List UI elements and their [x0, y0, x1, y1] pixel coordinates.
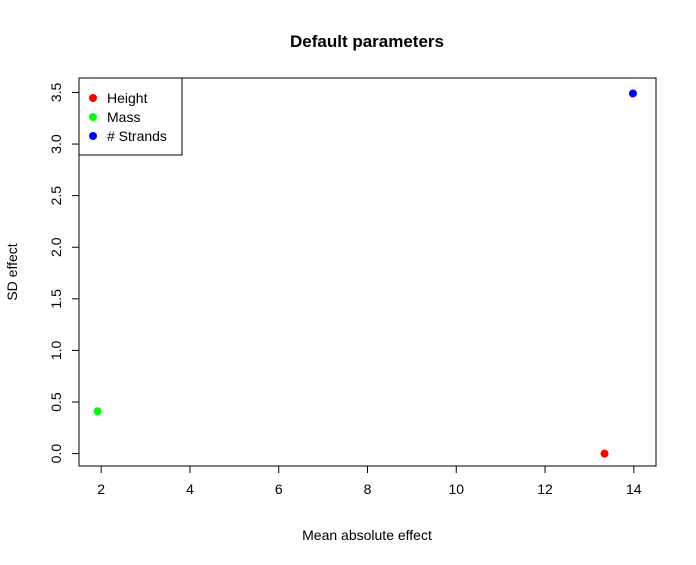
- y-tick-label: 1.0: [48, 340, 64, 360]
- x-tick-label: 8: [364, 481, 372, 497]
- y-axis-label: SD effect: [4, 243, 20, 300]
- y-axis: 0.0 0.5 1.0 1.5 2.0 2.5 3.0 3.5: [48, 83, 80, 464]
- x-axis-label: Mean absolute effect: [302, 527, 432, 543]
- x-tick-label: 4: [186, 481, 194, 497]
- x-tick-label: 2: [97, 481, 105, 497]
- legend-label: Mass: [107, 109, 140, 125]
- data-points: [93, 89, 637, 458]
- y-tick-label: 2.5: [48, 186, 64, 206]
- x-tick-label: 10: [448, 481, 464, 497]
- y-tick-label: 0.5: [48, 392, 64, 412]
- y-tick-label: 0.0: [48, 444, 64, 464]
- y-tick-label: 1.5: [48, 289, 64, 309]
- x-axis: 2 4 6 8 10 12 14: [97, 465, 642, 497]
- y-tick-label: 2.0: [48, 237, 64, 257]
- x-tick-label: 14: [626, 481, 642, 497]
- data-point-2-0: [628, 89, 637, 98]
- x-tick-label: 6: [275, 481, 283, 497]
- y-tick-label: 3.0: [48, 134, 64, 154]
- legend-marker: [89, 132, 97, 140]
- x-tick-label: 12: [537, 481, 553, 497]
- y-tick-label: 3.5: [48, 83, 64, 103]
- data-point-1-0: [93, 407, 102, 416]
- data-point-0-0: [600, 449, 609, 458]
- legend-label: Height: [107, 90, 148, 106]
- legend-label: # Strands: [107, 128, 167, 144]
- legend-marker: [89, 113, 97, 121]
- legend-marker: [89, 94, 97, 102]
- chart-title: Default parameters: [290, 32, 444, 51]
- legend: Height Mass # Strands: [78, 77, 183, 156]
